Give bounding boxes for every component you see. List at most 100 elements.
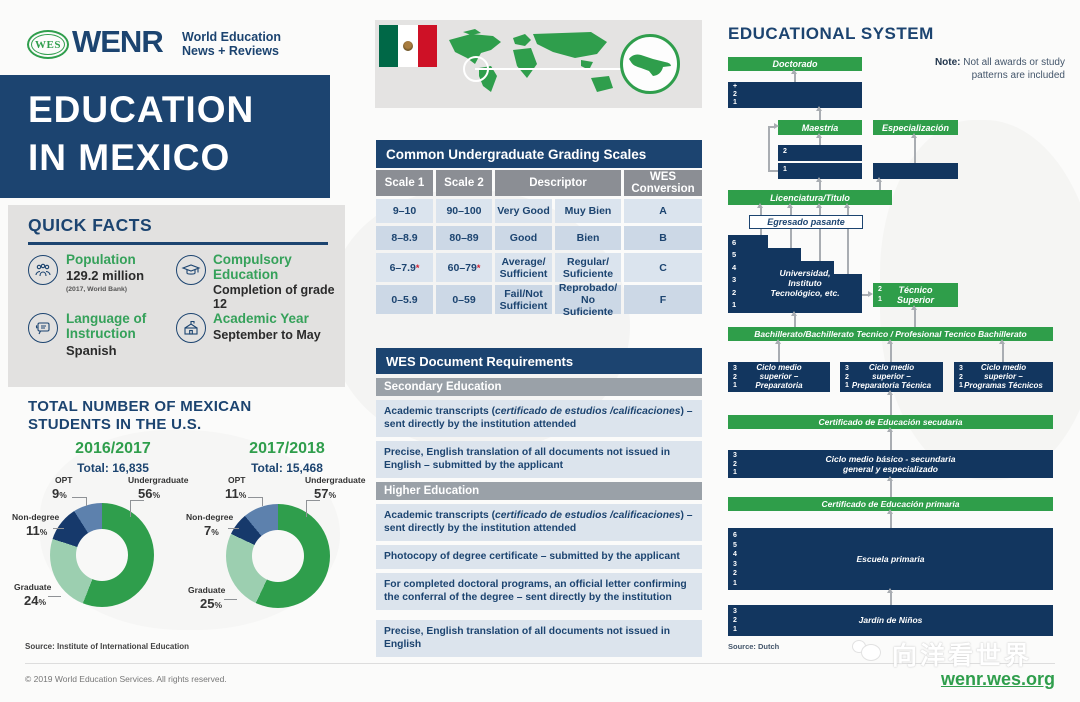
box-ciclo-medio-basico: 3 2 1 Ciclo medio básico - secundaria ge… [728, 450, 1053, 478]
box-escuela-primaria: 6 5 4 3 2 1 Escuela primaria [728, 528, 1053, 590]
docs-item: Academic transcripts (certificado de est… [376, 400, 702, 437]
flag-emblem [403, 41, 413, 51]
box-ciclo-preparatoria-tecnica: 3 2 1 Ciclo medio superior – Preparatori… [840, 362, 943, 392]
donut1-undergrad-pct: 56% [138, 486, 161, 501]
donut-chart-2017-2018 [226, 504, 330, 608]
flow-arrow [816, 106, 822, 120]
docs-subheader-higher: Higher Education [376, 482, 702, 500]
donut1-nondegree-pct: 11% [26, 523, 48, 538]
universidad-label: Universidad, Instituto Tecnológico, etc. [770, 268, 840, 298]
inset-connector-line [475, 68, 621, 70]
tecnico-years: 2 1 [878, 286, 882, 303]
leader-line [53, 528, 64, 529]
table-cell: 80–89 [436, 226, 492, 250]
table-cell: 60–79 * [436, 253, 492, 282]
col-header-wes-conversion: WES Conversion [624, 170, 702, 196]
table-cell: Good [495, 226, 552, 250]
box-especializacion: Especialización [873, 120, 958, 135]
edu-system-title: EDUCATIONAL SYSTEM [728, 24, 934, 43]
donut1-graduate-label: Graduate [14, 582, 52, 592]
bar-certificado-primaria: Certificado de Educación primaria [728, 497, 1053, 511]
donut2-undergrad-pct: 57% [314, 486, 337, 501]
donut1-opt-label: OPT [55, 475, 73, 485]
edu-note: Note: Not all awards or study patterns a… [934, 57, 1065, 81]
docs-title-bar: WES Document Requirements [376, 348, 702, 374]
flow-arrow [816, 133, 822, 145]
docs-item: Precise, English translation of all docu… [376, 620, 702, 657]
table-cell: 8–8.9 [376, 226, 433, 250]
table-cell: Fail/Not Sufficient [495, 285, 552, 314]
flow-arrow [887, 390, 893, 415]
flag-map-panel [375, 20, 702, 108]
leader-line [306, 500, 307, 517]
donut2-nondegree-label: Non-degree [186, 512, 234, 522]
people-icon [28, 255, 58, 285]
graduation-cap-icon [176, 255, 206, 285]
box-jardin-de-ninos: 3 2 1 Jardín de Niños [728, 605, 1053, 636]
brand-tagline: World Education News + Reviews [182, 30, 281, 58]
table-cell: Average/ Sufficient [495, 253, 552, 282]
box-maestria: Maestría [778, 120, 862, 135]
edu-source: Source: Dutch [728, 642, 780, 651]
students-source: Source: Institute of International Educa… [25, 642, 190, 651]
population-value: 129.2 million [66, 268, 145, 283]
table-cell: Bien [555, 226, 621, 250]
leader-line [72, 497, 86, 498]
col-header-scale2: Scale 2 [436, 170, 492, 196]
bar-bachillerato: Bachillerato/Bachillerato Tecnico / Prof… [728, 327, 1053, 341]
quick-facts-rule [28, 242, 328, 245]
flow-arrow [911, 133, 917, 163]
leader-line [224, 599, 237, 600]
quick-facts-heading: QUICK FACTS [28, 215, 153, 235]
world-map [449, 29, 613, 92]
flow-arrow [887, 588, 893, 605]
table-cell: Very Good [495, 199, 552, 223]
donut-chart-2016-2017 [50, 503, 154, 607]
flow-arrow [876, 177, 882, 190]
flag-red-band [417, 25, 437, 67]
box-maestria-year1: 1 [778, 163, 862, 179]
donut1-graduate-pct: 24% [24, 593, 47, 608]
flow-arrow [911, 305, 917, 327]
donut2-opt-pct: 11% [225, 486, 247, 501]
flow-arrow [816, 203, 822, 261]
universidad-years: 6 5 4 3 2 1 [732, 238, 737, 310]
wes-logo: WES [27, 30, 69, 59]
educational-system-diagram: EDUCATIONAL SYSTEM Note: Not all awards … [710, 20, 1080, 660]
academic-year-value: September to May [213, 328, 321, 342]
donut2-opt-label: OPT [228, 475, 246, 485]
document-requirements-section: WES Document Requirements Secondary Educ… [376, 348, 702, 657]
table-cell: 0–59 [436, 285, 492, 314]
mexico-shape [629, 54, 671, 76]
watermark-text: 向洋看世界 [892, 642, 1033, 670]
flow-elbow [768, 127, 770, 171]
compulsory-value: Completion of grade 12 [213, 283, 335, 311]
flag-green-band [379, 25, 399, 67]
tagline-line2: News + Reviews [182, 44, 279, 58]
donut1-undergrad-label: Undergraduate [128, 475, 189, 485]
table-cell: Reprobado/ No Suficiente [555, 282, 621, 318]
leader-line [48, 596, 61, 597]
grading-title-bar: Common Undergraduate Grading Scales [376, 140, 702, 168]
donut2-graduate-pct: 25% [200, 596, 223, 611]
docs-subheader-secondary: Secondary Education [376, 378, 702, 396]
table-cell: Muy Bien [555, 199, 621, 223]
table-cell: F [624, 285, 702, 314]
speech-bubble-icon [28, 313, 58, 343]
main-title-line2: IN MEXICO [28, 137, 231, 178]
box-ciclo-programas-tecnicos: 3 2 1 Ciclo medio superior – Programas T… [954, 362, 1053, 392]
leader-line [262, 497, 263, 506]
flow-arrow [887, 427, 893, 450]
flow-elbow-arrow [768, 123, 779, 129]
donut2-nondegree-pct: 7% [204, 523, 219, 538]
table-cell: 6–7.9 * [376, 253, 433, 282]
site-link[interactable]: wenr.wes.org [940, 669, 1055, 689]
leader-line [86, 497, 87, 506]
copyright-text: © 2019 World Education Services. All rig… [25, 674, 227, 684]
leader-line [130, 500, 131, 517]
col-header-descriptor: Descriptor [495, 170, 621, 196]
flow-arrow [862, 291, 873, 297]
leader-line [248, 497, 262, 498]
docs-item: Academic transcripts (certificado de est… [376, 504, 702, 541]
box-egresado-pasante: Egresado pasante [749, 215, 863, 229]
